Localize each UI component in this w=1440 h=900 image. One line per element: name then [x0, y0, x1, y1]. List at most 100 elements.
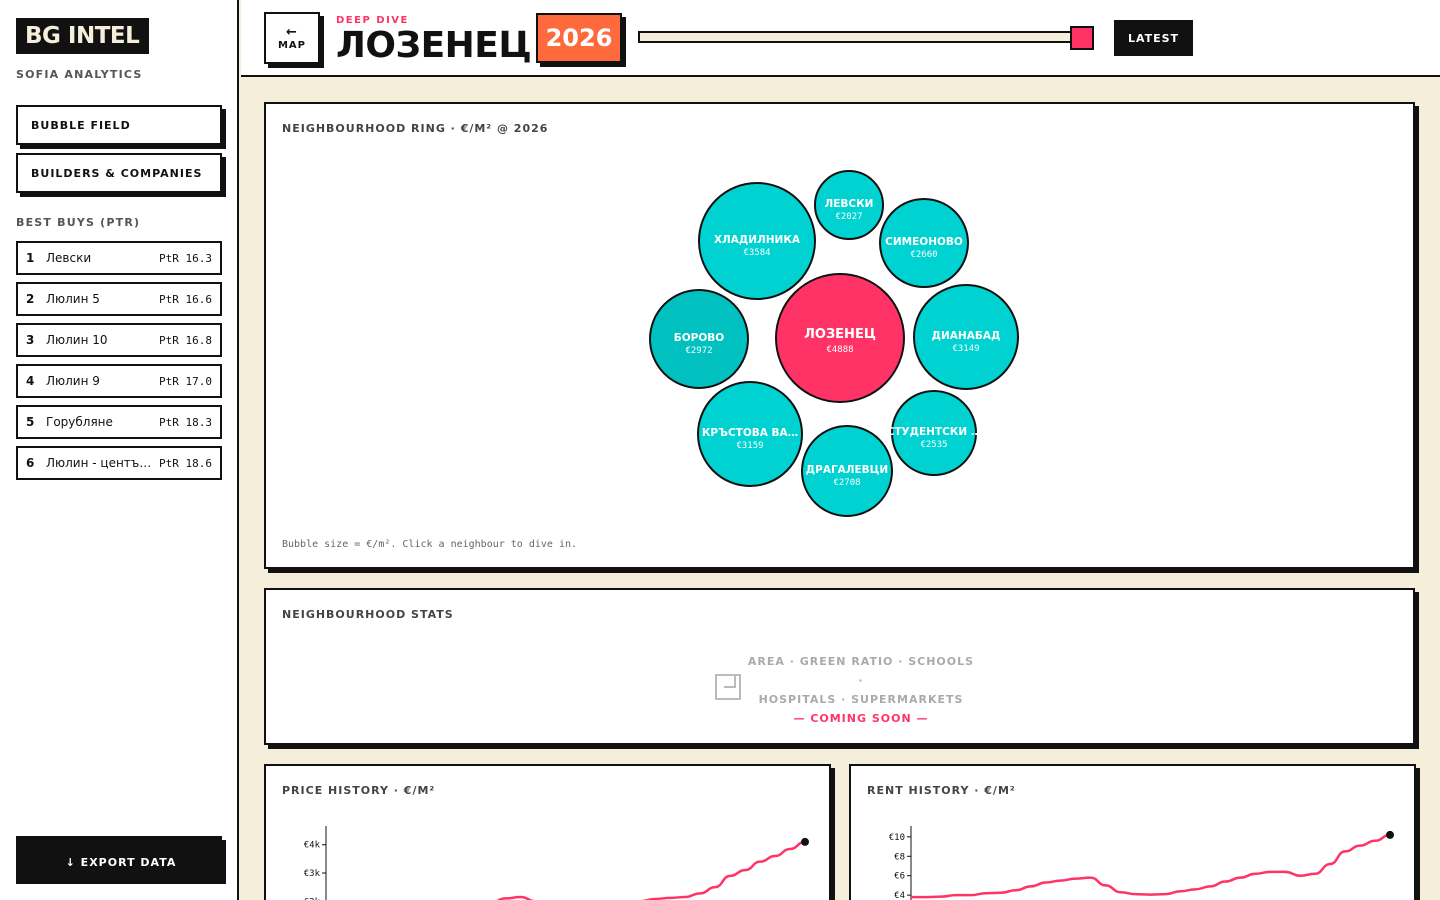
sidebar: BG INTEL SOFIA ANALYTICS BUBBLE FIELD BU… — [0, 0, 239, 900]
best-buy-ptr: PtR 18.3 — [159, 415, 212, 429]
ring-panel-title: NEIGHBOURHOOD RING · €/M² @ 2026 — [282, 122, 549, 135]
y-tick-label: €2k — [304, 897, 321, 900]
bubble-name: ЛОЗЕНЕЦ — [804, 327, 876, 342]
stats-panel-title: NEIGHBOURHOOD STATS — [282, 608, 454, 621]
bubble-value: €2027 — [835, 212, 862, 222]
bubble-circle — [698, 182, 816, 300]
rent-history-panel: RENT HISTORY · €/M² €10 €8 €6 €4 — [849, 764, 1416, 900]
bubble-neighbour[interactable]: ХЛАДИЛНИКА €3584 — [698, 182, 816, 300]
bubble-value: €4888 — [826, 345, 853, 355]
best-buy-name: Люлин 10 — [46, 333, 108, 347]
y-tick-label: €3k — [304, 869, 321, 879]
y-tick-label: €10 — [889, 833, 905, 843]
bubble-center[interactable]: ЛОЗЕНЕЦ €4888 — [775, 273, 905, 403]
bubble-field-button[interactable]: BUBBLE FIELD — [16, 105, 222, 145]
y-tick-label: €4k — [304, 841, 321, 851]
coming-soon-label: — COMING SOON — — [793, 712, 929, 725]
bubble-circle — [649, 289, 749, 389]
best-buy-name: Люлин 9 — [46, 374, 100, 388]
ring-note: Bubble size = €/m². Click a neighbour to… — [282, 539, 578, 550]
best-buy-item-3[interactable]: 3 Люлин 10 PtR 16.8 — [16, 323, 222, 357]
bubble-circle — [814, 170, 884, 240]
best-buy-rank: 4 — [26, 374, 35, 388]
bubble-name: БОРОВО — [674, 332, 725, 344]
best-buy-name: Люлин - центъ… — [46, 456, 152, 470]
year-slider-thumb[interactable] — [1070, 26, 1094, 50]
deep-dive-kicker: DEEP DIVE — [336, 15, 409, 26]
placeholder-icon — [715, 674, 741, 700]
best-buy-rank: 1 — [26, 251, 35, 265]
bubble-name: ХЛАДИЛНИКА — [714, 234, 801, 246]
bubble-value: €2972 — [685, 346, 712, 356]
bubble-value: €3159 — [736, 441, 763, 451]
export-data-button[interactable]: ↓ EXPORT DATA — [16, 836, 226, 884]
page-title: ЛОЗЕНЕЦ — [336, 25, 532, 66]
bubble-name: СИМЕОНОВО — [885, 236, 963, 248]
best-buy-item-2[interactable]: 2 Люлин 5 PtR 16.6 — [16, 282, 222, 316]
bubble-circle — [879, 198, 969, 288]
bubble-ring-chart: ЛОЗЕНЕЦ €4888 ЛЕВСКИ €2027 СИМЕОНОВО €2660 ДИА… — [649, 170, 1019, 517]
bubble-neighbour[interactable]: БОРОВО €2972 — [649, 289, 749, 389]
bubble-name: СТУДЕНТСКИ … — [887, 426, 982, 438]
rent-history-title: RENT HISTORY · €/M² — [867, 784, 1016, 797]
y-tick-label: €6 — [894, 872, 905, 882]
map-button-label: MAP — [277, 39, 307, 51]
stats-line-2: HOSPITALS · SUPERMARKETS — [758, 693, 964, 706]
top-header: ← MAP DEEP DIVE ЛОЗЕНЕЦ 2026 LATEST — [241, 0, 1440, 77]
app-subtitle: SOFIA ANALYTICS — [16, 68, 143, 81]
best-buy-ptr: PtR 16.3 — [159, 251, 212, 265]
coming-soon-text: AREA · GREEN RATIO · SCHOOLS · HOSPITALS… — [746, 652, 976, 728]
best-buy-item-6[interactable]: 6 Люлин - центъ… PtR 18.6 — [16, 446, 222, 480]
neighbourhood-stats-panel: NEIGHBOURHOOD STATS AREA · GREEN RATIO ·… — [264, 588, 1415, 745]
builders-companies-button[interactable]: BUILDERS & COMPANIES — [16, 153, 222, 193]
bubble-circle — [891, 390, 977, 476]
bubble-value: €2660 — [910, 250, 937, 260]
bubble-neighbour[interactable]: ДРАГАЛЕВЦИ €2708 — [801, 425, 893, 517]
best-buy-item-1[interactable]: 1 Левски PtR 16.3 — [16, 241, 222, 275]
bubble-circle — [913, 284, 1019, 390]
year-badge: 2026 — [536, 13, 622, 63]
bubble-neighbour[interactable]: СИМЕОНОВО €2660 — [879, 198, 969, 288]
bubble-neighbour[interactable]: СТУДЕНТСКИ … €2535 — [887, 390, 982, 476]
latest-point-marker — [1386, 830, 1394, 839]
best-buy-name: Левски — [46, 251, 92, 265]
rent-history-chart: €10 €8 €6 €4 — [889, 826, 1394, 900]
neighbourhood-ring-panel: NEIGHBOURHOOD RING · €/M² @ 2026 ЛОЗЕНЕЦ… — [264, 102, 1415, 569]
y-tick-label: €8 — [894, 852, 905, 862]
bubble-name: ЛЕВСКИ — [825, 198, 874, 210]
bubble-name: ДРАГАЛЕВЦИ — [806, 464, 888, 476]
y-tick-label: €4 — [894, 891, 905, 900]
best-buy-name: Люлин 5 — [46, 292, 100, 306]
best-buy-rank: 2 — [26, 292, 35, 306]
bubble-value: €3149 — [952, 344, 979, 354]
bubble-neighbour[interactable]: КРЪСТОВА ВА… €3159 — [697, 381, 803, 487]
best-buy-name: Горубляне — [46, 415, 113, 429]
price-history-panel: PRICE HISTORY · €/M² €4k €3k €2k — [264, 764, 831, 900]
best-buy-ptr: PtR 16.6 — [159, 292, 212, 306]
series-line — [911, 833, 1391, 899]
best-buy-rank: 3 — [26, 333, 35, 347]
bubble-circle — [801, 425, 893, 517]
best-buy-ptr: PtR 18.6 — [159, 456, 212, 470]
bubble-value: €3584 — [743, 248, 770, 258]
latest-button[interactable]: LATEST — [1114, 20, 1193, 56]
back-to-map-button[interactable]: ← MAP — [264, 12, 320, 64]
year-slider-track[interactable] — [638, 31, 1078, 43]
bubble-neighbour[interactable]: ДИАНАБАД €3149 — [913, 284, 1019, 390]
best-buy-ptr: PtR 16.8 — [159, 333, 212, 347]
best-buy-item-5[interactable]: 5 Горубляне PtR 18.3 — [16, 405, 222, 439]
bubble-name: ДИАНАБАД — [932, 330, 1001, 342]
best-buy-ptr: PtR 17.0 — [159, 374, 212, 388]
bubble-circle — [775, 273, 905, 403]
price-history-title: PRICE HISTORY · €/M² — [282, 784, 436, 797]
bubble-name: КРЪСТОВА ВА… — [702, 427, 798, 439]
app-logo[interactable]: BG INTEL — [16, 18, 150, 54]
bubble-value: €2535 — [920, 440, 947, 450]
best-buy-item-4[interactable]: 4 Люлин 9 PtR 17.0 — [16, 364, 222, 398]
latest-point-marker — [801, 837, 809, 846]
bubble-value: €2708 — [833, 478, 860, 488]
series-line — [496, 840, 806, 900]
bubble-neighbour[interactable]: ЛЕВСКИ €2027 — [814, 170, 884, 240]
bubble-circle — [697, 381, 803, 487]
arrow-left-icon: ← — [286, 24, 298, 40]
